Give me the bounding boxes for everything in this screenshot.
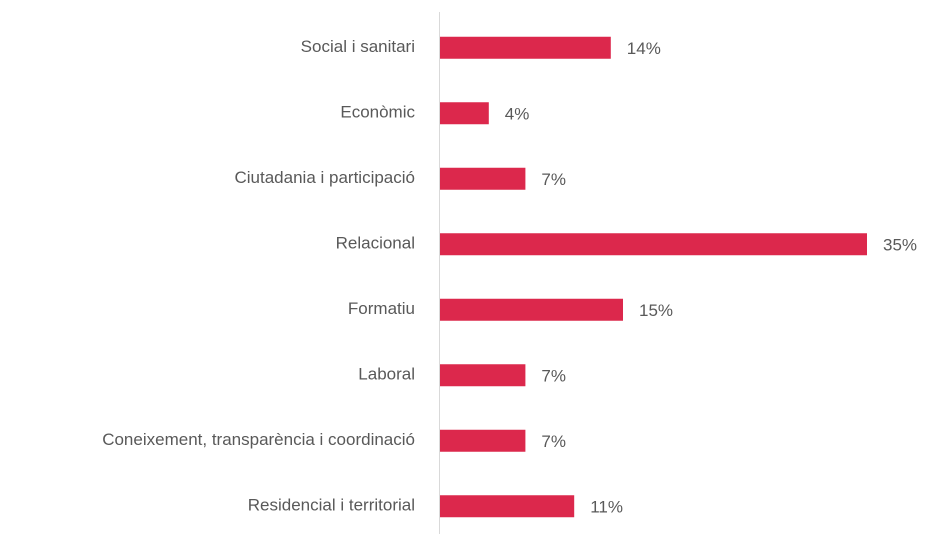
value-label: 35% — [883, 236, 917, 255]
bar — [440, 36, 611, 59]
bar — [440, 495, 575, 518]
value-label: 7% — [541, 367, 566, 386]
bar — [440, 364, 526, 387]
bar — [440, 167, 526, 190]
value-label: 11% — [590, 498, 623, 517]
category-label: Econòmic — [340, 103, 415, 122]
value-label: 15% — [639, 301, 673, 320]
category-label: Relacional — [336, 234, 415, 253]
value-label: 14% — [627, 39, 661, 58]
category-label: Social i sanitari — [301, 37, 415, 56]
value-label: 7% — [541, 170, 566, 189]
category-label: Formatiu — [348, 299, 415, 318]
bar — [440, 298, 623, 321]
category-label: Laboral — [358, 365, 415, 384]
value-label: 4% — [505, 105, 530, 124]
category-label: Coneixement, transparència i coordinació — [102, 430, 415, 449]
category-label: Residencial i territorial — [248, 496, 415, 515]
value-label: 7% — [541, 432, 566, 451]
bar — [440, 429, 526, 452]
bar — [440, 102, 489, 125]
category-label: Ciutadania i participació — [235, 168, 416, 187]
bar — [440, 233, 867, 256]
